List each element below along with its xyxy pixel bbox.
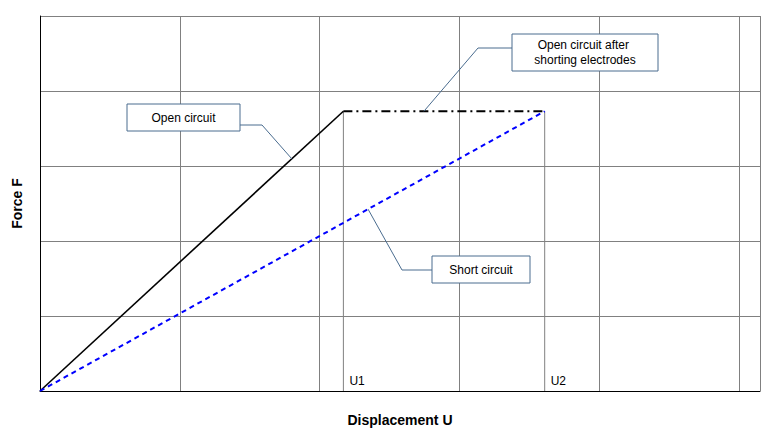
svg-text:Short circuit: Short circuit bbox=[449, 263, 513, 277]
svg-text:Open circuit: Open circuit bbox=[151, 111, 216, 125]
svg-text:U1: U1 bbox=[349, 374, 365, 388]
svg-text:shorting electrodes: shorting electrodes bbox=[534, 53, 635, 67]
svg-text:Force F: Force F bbox=[9, 178, 25, 229]
svg-text:Displacement U: Displacement U bbox=[347, 412, 452, 428]
svg-text:U2: U2 bbox=[551, 374, 567, 388]
svg-text:Open circuit after: Open circuit after bbox=[538, 38, 633, 52]
